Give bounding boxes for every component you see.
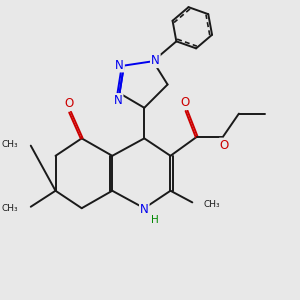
Text: O: O	[64, 97, 73, 110]
Text: N: N	[114, 94, 122, 107]
Text: H: H	[151, 215, 158, 225]
Text: N: N	[151, 54, 160, 67]
Text: CH₃: CH₃	[204, 200, 220, 209]
Text: O: O	[220, 139, 229, 152]
Text: O: O	[180, 96, 190, 109]
Text: N: N	[115, 58, 124, 71]
Text: CH₃: CH₃	[1, 140, 18, 149]
Text: CH₃: CH₃	[1, 204, 18, 213]
Text: N: N	[140, 203, 149, 217]
